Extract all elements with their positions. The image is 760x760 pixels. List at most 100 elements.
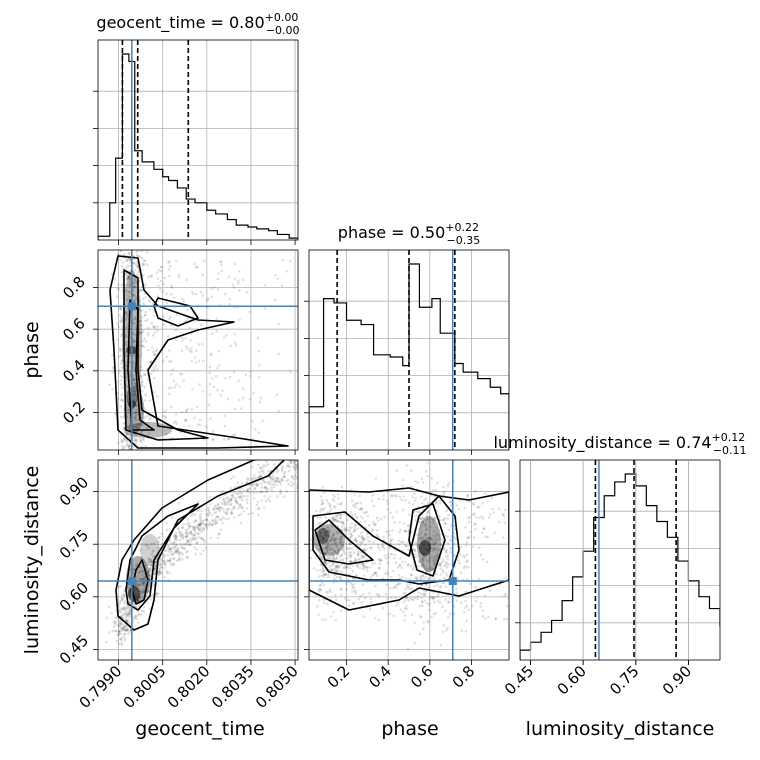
sample-point [335, 532, 339, 535]
sample-point [331, 533, 335, 536]
sample-point [412, 548, 415, 551]
sample-point [269, 480, 272, 483]
sample-point [386, 561, 390, 564]
sample-point [211, 519, 214, 522]
sample-point [342, 523, 346, 526]
sample-point [336, 575, 339, 579]
sample-point [125, 274, 129, 278]
sample-point [152, 369, 155, 373]
sample-point [205, 526, 209, 530]
sample-point [430, 577, 433, 581]
sample-point [473, 523, 477, 526]
sample-point [215, 510, 218, 514]
histogram-step-luminosity-distance [520, 473, 720, 660]
sample-point [257, 506, 261, 510]
sample-point [148, 582, 151, 585]
sample-point [285, 270, 289, 273]
sample-point [338, 569, 341, 573]
sample-point [323, 552, 327, 556]
sample-point [274, 298, 277, 302]
sample-point [238, 318, 241, 321]
sample-point [427, 609, 431, 612]
sample-point [201, 390, 205, 393]
sample-point [186, 539, 190, 542]
sample-point [392, 586, 396, 590]
sample-point [309, 451, 312, 454]
sample-point [324, 546, 328, 549]
sample-point [411, 568, 415, 571]
sample-point [414, 510, 418, 513]
sample-point [144, 373, 147, 376]
sample-point [251, 512, 254, 515]
sample-point [193, 262, 196, 266]
sample-point [421, 456, 424, 459]
sample-point [323, 546, 327, 550]
sample-point [121, 386, 124, 389]
sample-point [405, 596, 409, 600]
sample-point [185, 530, 189, 534]
sample-point [148, 566, 151, 570]
sample-point [263, 307, 267, 310]
sample-point [124, 623, 127, 627]
sample-point [132, 361, 135, 365]
sample-point [424, 528, 428, 531]
sample-point [409, 564, 412, 568]
sample-point [227, 501, 231, 504]
sample-point [235, 492, 239, 496]
sample-point [127, 273, 130, 276]
sample-point [142, 572, 146, 575]
sample-point [209, 495, 212, 499]
sample-point [276, 476, 279, 480]
sample-point [234, 499, 238, 503]
x-tick-label-geocent-time: 0.8035 [208, 662, 258, 712]
sample-point [152, 325, 156, 329]
sample-point [177, 275, 181, 279]
sample-point [350, 534, 354, 537]
sample-point [483, 492, 487, 496]
sample-point [184, 336, 188, 340]
sample-point [129, 283, 132, 286]
sample-point [221, 516, 225, 519]
sample-point [264, 487, 268, 490]
sample-point [232, 495, 235, 498]
sample-point [125, 369, 128, 373]
sample-point [134, 605, 138, 608]
sample-point [120, 597, 124, 600]
sample-point [120, 440, 124, 444]
sample-point [135, 440, 138, 444]
sample-point [126, 628, 129, 632]
sample-point [141, 582, 145, 585]
x-tick-label-geocent-time: 0.7990 [76, 662, 126, 712]
sample-point [437, 538, 441, 541]
sample-point [425, 533, 428, 536]
sample-point [125, 625, 128, 629]
sample-point [222, 502, 225, 506]
sample-point [389, 541, 392, 545]
sample-point [142, 259, 145, 262]
sample-point [142, 424, 145, 427]
sample-point [243, 494, 246, 498]
sample-point [328, 547, 332, 551]
sample-point [229, 499, 233, 502]
sample-point [320, 558, 324, 561]
sample-point [175, 549, 179, 553]
sample-point [332, 517, 335, 521]
sample-point [183, 418, 187, 422]
sample-point [116, 624, 120, 627]
sample-point [218, 508, 221, 512]
sample-point [172, 541, 175, 544]
sample-point [329, 539, 332, 543]
sample-point [410, 598, 414, 602]
sample-point [436, 481, 439, 485]
sample-point [134, 333, 137, 337]
sample-point [434, 612, 438, 615]
pair-phase-luminosity-distance-frame [308, 459, 510, 661]
sample-point [246, 490, 249, 494]
sample-point [142, 577, 145, 580]
sample-point [351, 504, 355, 508]
sample-point [132, 361, 135, 365]
sample-point [142, 584, 146, 587]
sample-point [189, 339, 192, 342]
sample-point [322, 575, 325, 578]
sample-point [372, 522, 376, 526]
